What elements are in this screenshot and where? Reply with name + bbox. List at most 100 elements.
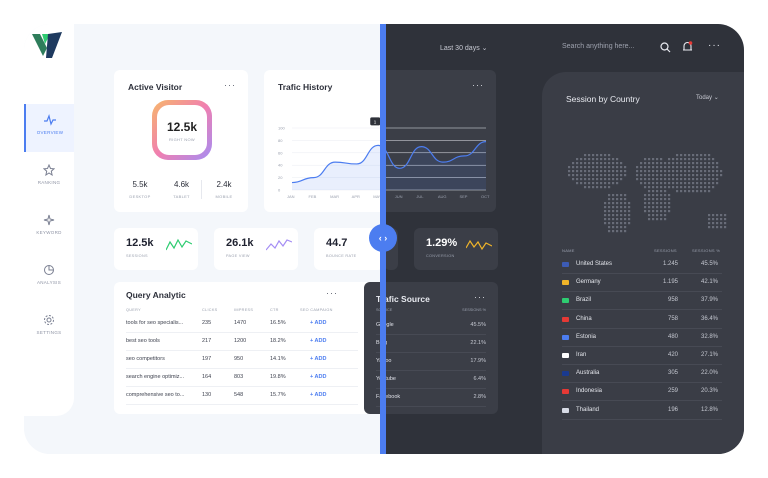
query-cell-ctr: 19.8% xyxy=(270,374,286,380)
map-dot xyxy=(708,174,711,177)
map-dot xyxy=(692,162,695,165)
session-by-country-panel: Session by Country Today ⌄ xyxy=(542,72,744,454)
map-dot xyxy=(676,158,679,161)
query-analytic-card xyxy=(114,282,384,414)
session-range-dropdown[interactable]: Today ⌄ xyxy=(696,94,719,101)
sidebar-item-settings[interactable]: SETTINGS xyxy=(24,304,74,352)
map-dot xyxy=(608,214,611,217)
map-dot xyxy=(576,182,579,185)
map-dot xyxy=(652,198,655,201)
compare-slider-handle[interactable]: ‹ › xyxy=(369,224,397,252)
map-dot xyxy=(612,226,615,229)
map-dot xyxy=(608,230,611,233)
map-dot xyxy=(640,166,643,169)
date-range-dropdown[interactable]: Last 30 days ⌄ xyxy=(440,44,488,52)
map-dot xyxy=(660,182,663,185)
x-tick-label: OCT xyxy=(481,194,490,199)
sidebar-item-keyword[interactable]: KEYWORD xyxy=(24,204,74,252)
map-dot xyxy=(596,162,599,165)
map-dot xyxy=(664,182,667,185)
query-cell-action[interactable]: + ADD xyxy=(310,356,327,362)
sidebar-item-ranking[interactable]: RANKING xyxy=(24,154,74,202)
map-dot xyxy=(696,162,699,165)
map-dot xyxy=(604,154,607,157)
query-cell-impress: 950 xyxy=(234,356,244,362)
map-dot xyxy=(692,154,695,157)
query-cell-action[interactable]: + ADD xyxy=(310,320,327,326)
query-cell-q: comprehensive seo to... xyxy=(126,392,185,398)
map-dot xyxy=(708,186,711,189)
country-sessions-pct: 42.1% xyxy=(700,279,718,286)
session-title: Session by Country xyxy=(566,94,640,104)
country-sessions-pct: 32.8% xyxy=(700,333,718,340)
country-sessions: 305 xyxy=(667,370,678,377)
map-dot xyxy=(688,182,691,185)
map-dot xyxy=(648,170,651,173)
map-dot xyxy=(660,198,663,201)
query-cell-action[interactable]: + ADD xyxy=(310,392,327,398)
logo xyxy=(32,32,62,58)
more-icon[interactable]: ··· xyxy=(472,80,484,90)
map-dot xyxy=(644,182,647,185)
query-cell-clicks: 235 xyxy=(202,320,212,326)
search-icon[interactable] xyxy=(660,42,671,53)
map-dot xyxy=(572,162,575,165)
map-dot xyxy=(668,182,671,185)
map-dot xyxy=(664,194,667,197)
map-dot xyxy=(676,178,679,181)
query-cell-q: best seo tools xyxy=(126,338,160,344)
map-dot xyxy=(648,186,651,189)
map-dot xyxy=(652,170,655,173)
pageview-stat-card: 26.1k PAGE VIEW xyxy=(214,228,298,270)
map-dot xyxy=(672,174,675,177)
col-header-ctr: CTR xyxy=(270,308,279,312)
query-cell-action[interactable]: + ADD xyxy=(310,338,327,344)
map-dot xyxy=(604,162,607,165)
map-dot xyxy=(664,190,667,193)
map-dot xyxy=(680,178,683,181)
sidebar-item-analysis[interactable]: ANALYSIS xyxy=(24,254,74,302)
map-dot xyxy=(664,174,667,177)
map-dot xyxy=(596,170,599,173)
search-input[interactable]: Search anything here... xyxy=(562,43,635,50)
query-cell-action[interactable]: + ADD xyxy=(310,374,327,380)
more-menu-icon[interactable]: ··· xyxy=(708,40,721,51)
map-dot xyxy=(580,178,583,181)
map-dot xyxy=(624,222,627,225)
x-tick-label: SEP xyxy=(459,194,467,199)
map-dot xyxy=(696,174,699,177)
map-dot xyxy=(568,174,571,177)
query-cell-ctr: 18.2% xyxy=(270,338,286,344)
row-divider xyxy=(562,418,722,420)
map-dot xyxy=(680,162,683,165)
more-icon[interactable]: ··· xyxy=(474,292,486,302)
map-dot xyxy=(672,182,675,185)
more-icon[interactable]: ··· xyxy=(224,80,236,90)
sidebar-item-overview[interactable]: OVERVIEW xyxy=(24,104,74,152)
country-name: Australia xyxy=(576,370,600,377)
map-dot xyxy=(652,202,655,205)
map-dot xyxy=(612,202,615,205)
map-dot xyxy=(680,174,683,177)
traffic-source-card: Trafic Source ··· SOURCE SESSIONS % Goog… xyxy=(364,282,498,414)
map-dot xyxy=(704,170,707,173)
col-header-impress: IMPRESS xyxy=(234,308,254,312)
x-tick-label: MAY xyxy=(373,194,382,199)
map-dot xyxy=(600,178,603,181)
row-divider xyxy=(376,334,486,335)
map-dot xyxy=(620,178,623,181)
country-sessions-pct: 27.1% xyxy=(700,352,718,358)
map-dot xyxy=(664,186,667,189)
bell-icon[interactable] xyxy=(682,41,693,53)
card-title: Active Visitor xyxy=(128,82,183,92)
map-dot xyxy=(608,158,611,161)
map-dot xyxy=(648,218,651,221)
map-dot xyxy=(572,166,575,169)
map-dot xyxy=(624,166,627,169)
map-dot xyxy=(720,222,723,225)
col-header-query: QUERY xyxy=(126,308,141,312)
map-dot xyxy=(572,170,575,173)
map-dot xyxy=(696,154,699,157)
series-area xyxy=(292,141,486,190)
query-more-icon[interactable]: ··· xyxy=(326,288,338,298)
